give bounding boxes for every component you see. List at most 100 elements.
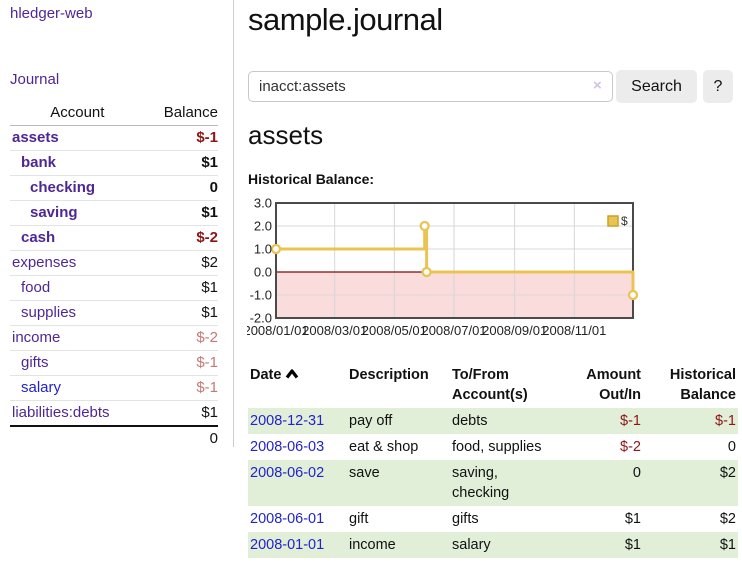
- account-row: expenses $2: [10, 250, 218, 276]
- x-tick-label: 2008/03/01: [302, 323, 367, 338]
- table-row: 2008-12-31 pay off debts $-1 $-1: [248, 408, 738, 434]
- account-row: liabilities:debts $1: [10, 400, 218, 426]
- y-tick-label: 2.0: [254, 219, 272, 234]
- register-column-header[interactable]: Description: [347, 362, 450, 408]
- register-column-label: To/From Account(s): [452, 367, 528, 403]
- sort-ascending-icon: [286, 369, 299, 379]
- amount-value: $-1: [620, 413, 641, 429]
- y-tick-label: 3.0: [254, 196, 272, 211]
- register-column-header[interactable]: Date: [248, 362, 347, 408]
- register-column-label: Date: [250, 367, 282, 383]
- y-tick-label: 0.0: [254, 265, 272, 280]
- register-column-header[interactable]: Amount Out/In: [562, 362, 643, 408]
- accounts-total-row: 0: [10, 425, 218, 451]
- account-link[interactable]: bank: [21, 154, 57, 171]
- account-link[interactable]: assets: [12, 129, 59, 146]
- x-tick-label: 2008/07/01: [421, 323, 486, 338]
- help-button[interactable]: ?: [703, 70, 733, 103]
- search-input[interactable]: [248, 71, 613, 102]
- account-link[interactable]: checking: [30, 179, 96, 196]
- account-link[interactable]: food: [21, 279, 51, 296]
- account-row: income $-2: [10, 325, 218, 351]
- app-title-link[interactable]: hledger-web: [10, 5, 93, 22]
- register-column-header[interactable]: To/From Account(s): [450, 362, 562, 408]
- amount-value: $-2: [620, 439, 641, 455]
- accounts-header-account: Account: [10, 100, 145, 126]
- account-row: salary $-1: [10, 375, 218, 401]
- account-link[interactable]: salary: [21, 379, 62, 396]
- page-title: sample.journal: [248, 2, 443, 37]
- y-tick-label: -1.0: [250, 288, 272, 303]
- account-balance: $1: [201, 154, 218, 171]
- date-link[interactable]: 2008-06-03: [250, 439, 325, 455]
- account-link[interactable]: expenses: [12, 254, 77, 271]
- account-balance: $-2: [196, 329, 218, 346]
- balance-value: $2: [719, 511, 736, 527]
- table-row: 2008-06-01 gift gifts $1 $2: [248, 506, 738, 532]
- accounts-header-row: Account Balance: [10, 100, 218, 126]
- chart-marker: [421, 266, 432, 278]
- description-cell: gift: [349, 511, 369, 527]
- table-row: 2008-06-03 eat & shop food, supplies $-2 0: [248, 434, 738, 460]
- x-tick-label: 2008/11/01: [542, 323, 606, 338]
- y-tick-label: -2.0: [250, 311, 272, 326]
- account-link[interactable]: gifts: [21, 354, 49, 371]
- sidebar-item-journal[interactable]: Journal: [10, 71, 60, 88]
- search-form: × Search ?: [247, 70, 739, 104]
- balance-value: $2: [719, 465, 736, 481]
- account-link[interactable]: saving: [30, 204, 78, 221]
- account-link[interactable]: liabilities:debts: [12, 404, 110, 421]
- clear-search-icon[interactable]: ×: [593, 77, 602, 94]
- account-balance: $-2: [196, 229, 218, 246]
- x-tick-label: 2008/01/01: [247, 323, 309, 338]
- account-balance: $1: [201, 279, 218, 296]
- chart-marker: [419, 220, 430, 232]
- amount-value: $1: [624, 537, 641, 553]
- accounts-cell: gifts: [452, 511, 479, 527]
- accounts-header-balance: Balance: [144, 100, 218, 126]
- account-balance: $2: [201, 254, 218, 271]
- table-row: 2008-01-01 income salary $1 $1: [248, 532, 738, 558]
- register-header-row: Date Description To/From Account(s) Amount …: [248, 362, 738, 408]
- date-link[interactable]: 2008-01-01: [250, 537, 325, 553]
- account-row: saving $1: [10, 200, 218, 226]
- account-link[interactable]: cash: [21, 229, 56, 246]
- date-link[interactable]: 2008-06-01: [250, 511, 325, 527]
- accounts-total: 0: [144, 425, 218, 451]
- chart-section-label: Historical Balance:: [248, 171, 375, 187]
- register-column-label: Description: [349, 367, 429, 383]
- date-link[interactable]: 2008-06-02: [250, 465, 325, 481]
- account-balance: 0: [209, 179, 218, 196]
- account-row: gifts $-1: [10, 350, 218, 376]
- accounts-cell: debts: [452, 413, 488, 429]
- account-balance: $1: [201, 304, 218, 321]
- account-balance: $-1: [196, 379, 218, 396]
- description-cell: income: [349, 537, 396, 553]
- chart-border: [275, 202, 634, 319]
- search-button[interactable]: Search: [616, 70, 697, 103]
- account-link[interactable]: supplies: [21, 304, 77, 321]
- amount-value: $1: [624, 511, 641, 527]
- account-link[interactable]: income: [12, 329, 61, 346]
- accounts-cell: saving, checking: [452, 465, 510, 501]
- description-cell: eat & shop: [349, 439, 419, 455]
- account-row: cash $-2: [10, 225, 218, 251]
- account-balance: $1: [201, 204, 218, 221]
- description-cell: pay off: [349, 413, 393, 429]
- x-tick-label: 2008/09/01: [482, 323, 547, 338]
- date-link[interactable]: 2008-12-31: [250, 413, 325, 429]
- account-heading: assets: [248, 120, 324, 150]
- accounts-cell: food, supplies: [452, 439, 542, 455]
- description-cell: save: [349, 465, 380, 481]
- account-row: bank $1: [10, 150, 218, 176]
- main-content: sample.journal × Search ? assets Histori…: [243, 0, 739, 582]
- account-row: checking 0: [10, 175, 218, 201]
- register-table: Date Description To/From Account(s) Amount …: [248, 362, 738, 558]
- account-row: food $1: [10, 275, 218, 301]
- accounts-table: Account Balance assets $-1 bank $1 checking 0…: [10, 100, 218, 451]
- register-column-header[interactable]: Historical Balance: [643, 362, 738, 408]
- balance-chart-svg: 3.0 2.0 1.0 0.0 -1.0 -2.02008/01/012008/03/01…: [243, 196, 639, 338]
- legend-swatch: [607, 215, 619, 227]
- register-column-label: Amount Out/In: [586, 367, 641, 403]
- balance-value: $-1: [715, 413, 736, 429]
